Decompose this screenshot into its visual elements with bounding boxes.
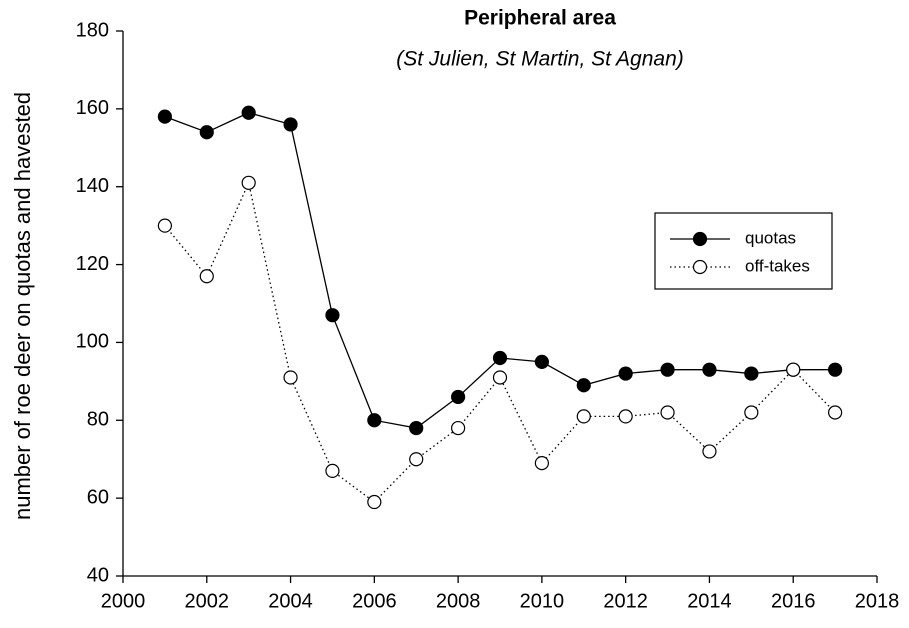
y-tick-label: 80 [87, 409, 109, 431]
data-point [492, 350, 508, 366]
data-point [199, 125, 214, 140]
chart-subtitle: (St Julien, St Martin, St Agnan) [396, 48, 684, 71]
x-tick-label: 2014 [687, 590, 732, 612]
data-point [451, 389, 466, 405]
data-point [492, 370, 508, 385]
data-point [702, 362, 717, 377]
legend-marker [692, 259, 708, 275]
y-tick-label: 40 [87, 564, 109, 586]
x-tick-label: 2008 [436, 590, 481, 612]
data-point [409, 452, 424, 467]
y-tick-label: 180 [76, 19, 109, 41]
series-line [164, 180, 836, 503]
legend-box [654, 212, 833, 290]
data-point [367, 413, 382, 428]
y-tick-label: 60 [87, 486, 109, 508]
data-point [828, 362, 843, 377]
data-point [786, 362, 801, 377]
chart-title: Peripheral area [464, 7, 616, 30]
data-point [283, 117, 298, 132]
data-point [157, 109, 172, 124]
data-point [618, 409, 633, 424]
x-tick-label: 2016 [771, 590, 816, 612]
y-tick-label: 160 [76, 97, 109, 119]
y-tick-label: 140 [76, 175, 109, 197]
data-point [325, 308, 340, 323]
y-tick-label: 100 [76, 331, 109, 353]
data-point [660, 362, 675, 377]
data-point [325, 463, 340, 478]
y-axis-label: number of roe deer on quotas and haveste… [10, 92, 35, 520]
data-point [828, 405, 843, 420]
data-point [241, 175, 256, 190]
data-point [534, 354, 549, 369]
x-tick-label: 2004 [268, 590, 313, 612]
data-point [199, 269, 214, 284]
data-point [744, 405, 759, 420]
legend-label: quotas [745, 228, 796, 247]
data-point [409, 420, 424, 436]
y-tick-label: 120 [76, 253, 109, 275]
legend-label: off-takes [745, 256, 810, 275]
x-tick-label: 2000 [101, 590, 146, 612]
x-tick-label: 2010 [520, 590, 565, 612]
data-point [367, 494, 382, 510]
data-point [660, 405, 675, 420]
data-point [283, 370, 298, 385]
data-point [241, 105, 256, 120]
x-tick-label: 2012 [603, 590, 648, 612]
data-point [744, 366, 759, 381]
data-point [534, 456, 549, 471]
data-point [576, 409, 591, 424]
data-point [157, 218, 172, 233]
data-point [702, 444, 717, 459]
x-tick-label: 2006 [352, 590, 397, 612]
data-point [618, 366, 633, 381]
data-point [576, 378, 591, 393]
data-point [451, 420, 466, 436]
x-tick-label: 2002 [185, 590, 230, 612]
legend-marker [692, 231, 708, 247]
x-tick-label: 2018 [855, 590, 900, 612]
